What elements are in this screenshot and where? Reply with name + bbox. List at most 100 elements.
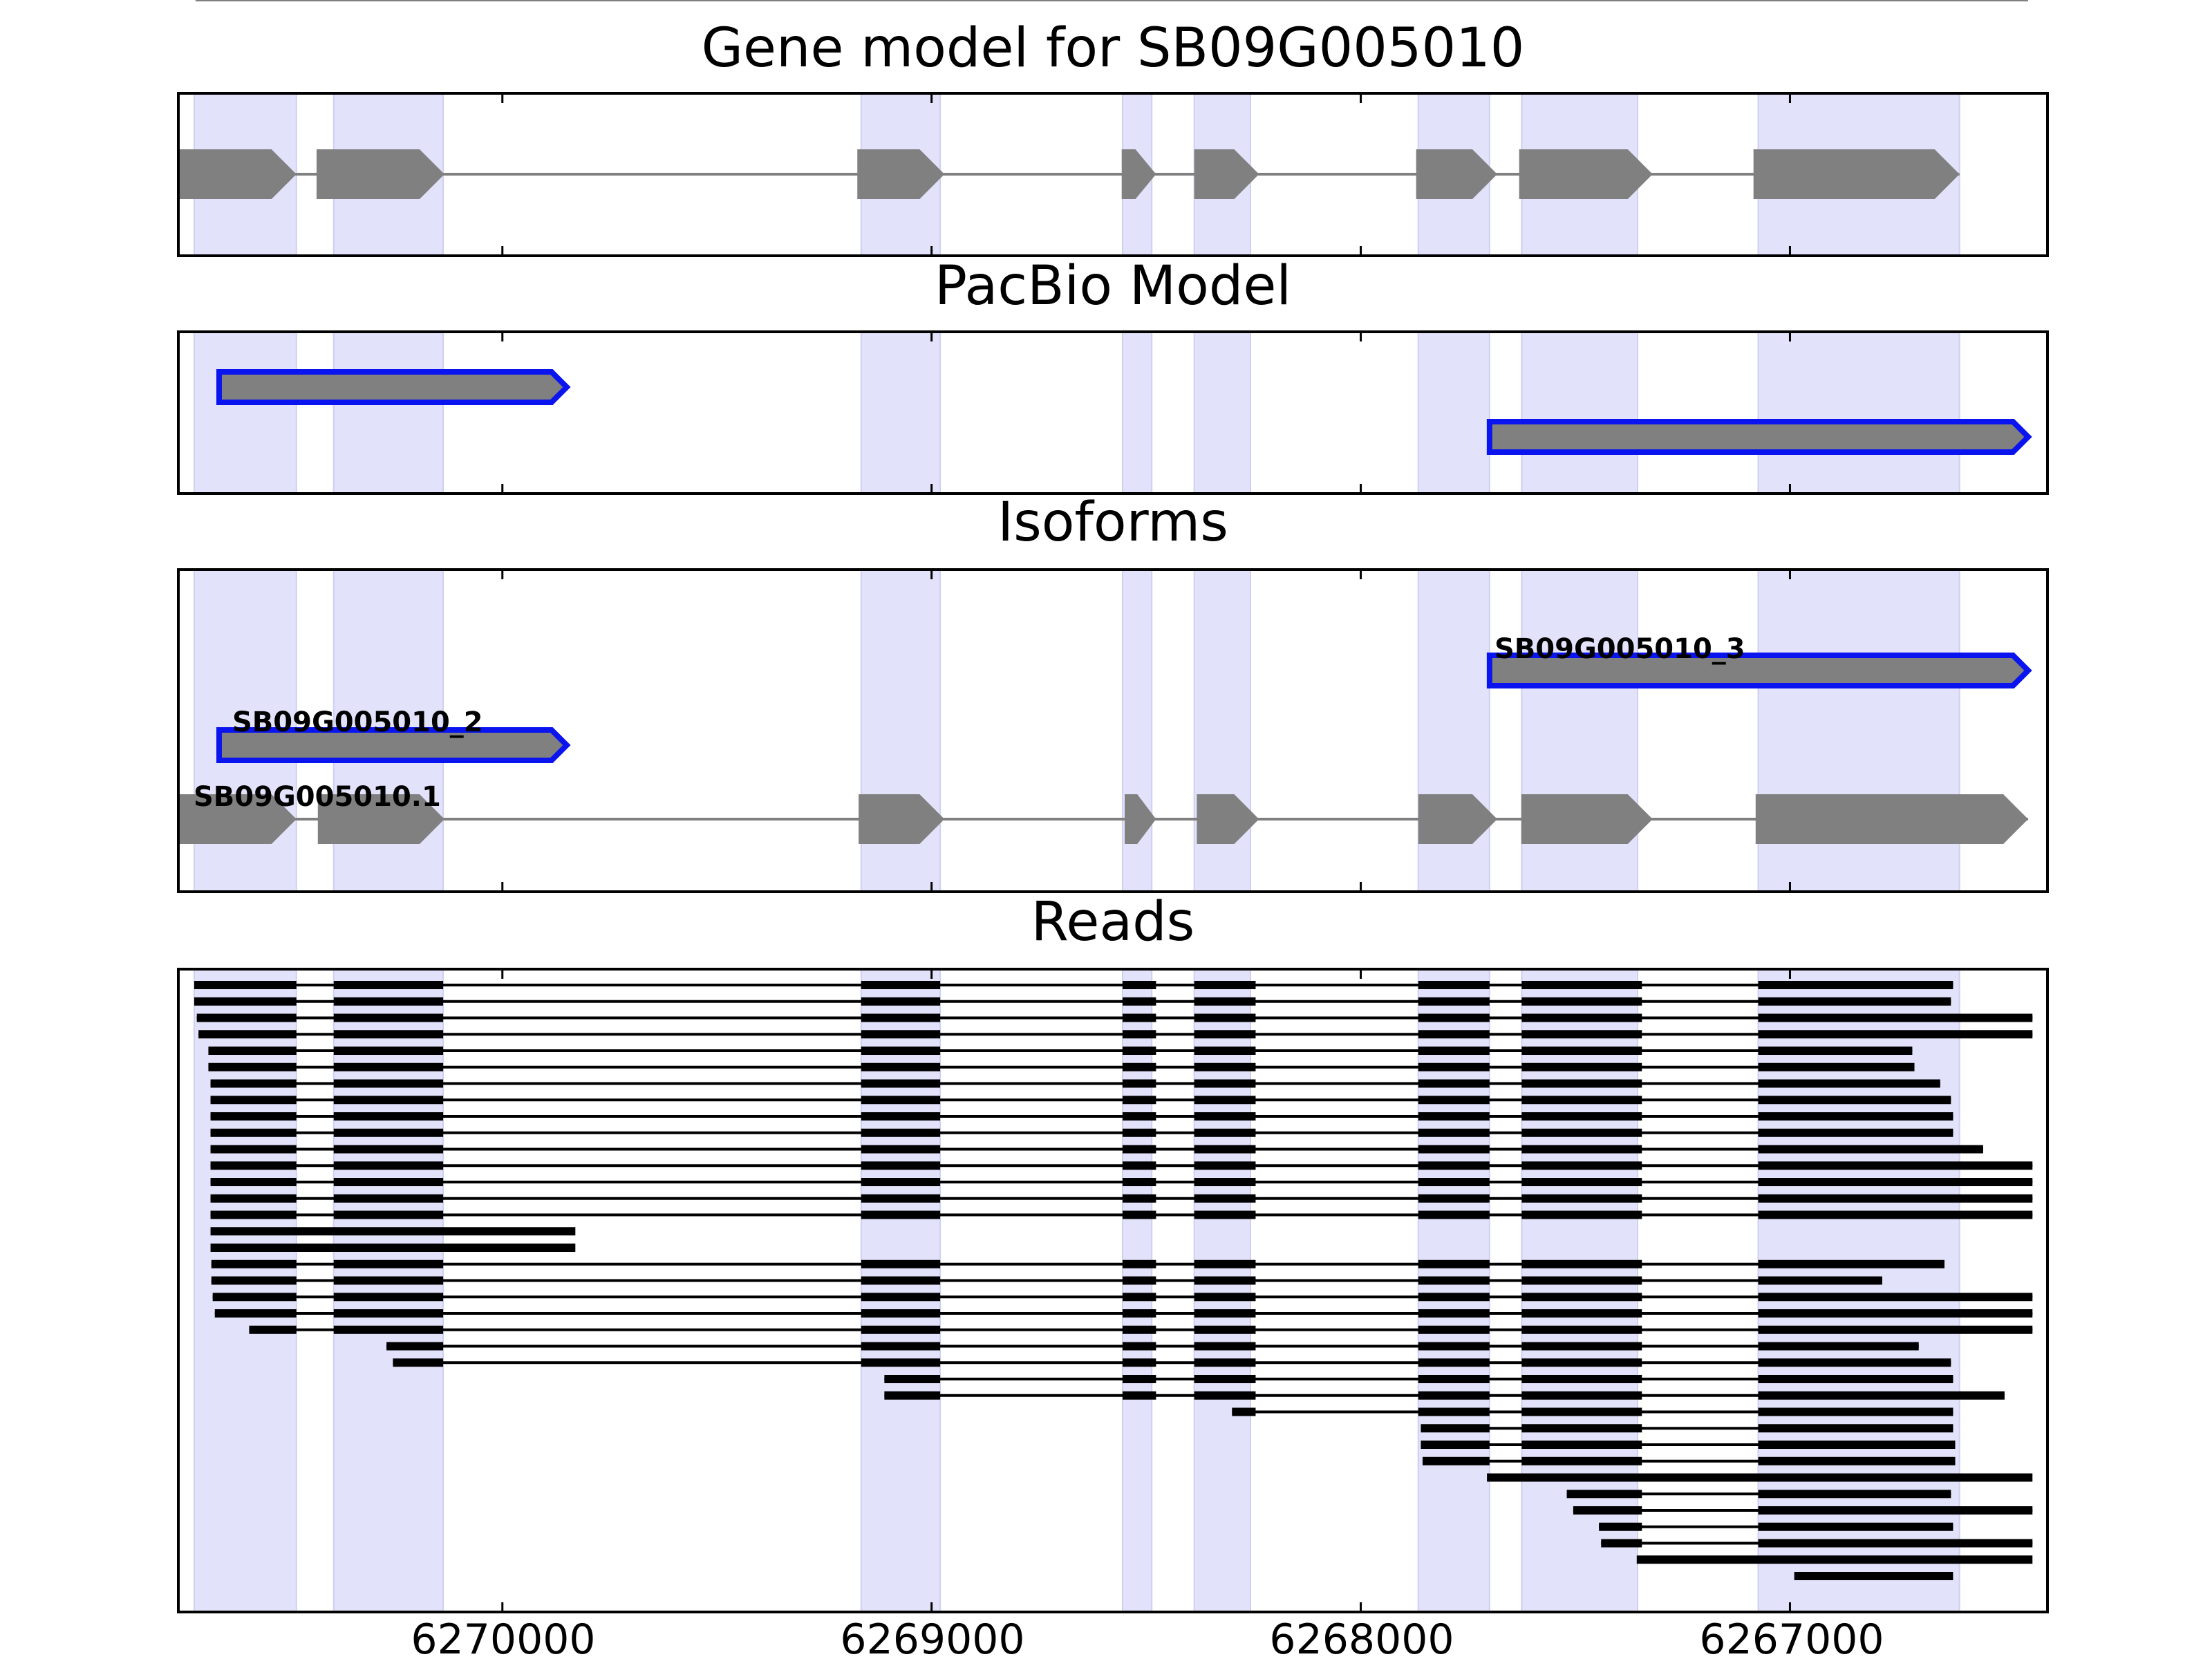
read-block [1521, 1096, 1642, 1105]
read-block [861, 1128, 941, 1137]
read-block [1758, 1047, 1913, 1055]
read-block [1521, 1128, 1642, 1137]
gene-exon [859, 794, 945, 844]
read-block [1521, 1342, 1642, 1351]
read-block [861, 1145, 941, 1154]
exon-band [860, 968, 941, 1613]
panel-frames [177, 92, 2049, 1613]
read-block [861, 1276, 941, 1285]
read-block [393, 1358, 444, 1367]
read-block [1758, 1391, 2005, 1400]
read-block [1194, 1161, 1256, 1170]
read-block [884, 1375, 941, 1383]
read-block [1194, 1391, 1256, 1400]
read-block [861, 1293, 941, 1302]
read-block [1566, 1490, 1642, 1499]
read-block [1194, 1062, 1256, 1071]
gene-exon [1416, 149, 1498, 199]
x-tick-label: 6269000 [840, 1615, 1024, 1659]
read-block [1758, 1194, 2033, 1203]
read-block [1521, 1456, 1642, 1465]
read-block [1418, 1079, 1490, 1088]
read-block [333, 997, 444, 1006]
read-block [1122, 981, 1156, 989]
read-block [1122, 1276, 1156, 1285]
read-block [1194, 1096, 1256, 1105]
panel-frame [177, 330, 2049, 495]
read-block [333, 1276, 444, 1285]
read-block [1194, 1112, 1256, 1121]
read-block [1758, 981, 1953, 989]
exon-band [193, 331, 297, 494]
read-block [211, 1276, 297, 1285]
read-block [333, 1079, 444, 1088]
read-block [1418, 1293, 1490, 1302]
read-block [333, 1293, 444, 1302]
read-block [861, 1210, 941, 1219]
read-block [333, 1259, 444, 1268]
read-block [333, 1325, 444, 1334]
read-block [1194, 1145, 1256, 1154]
read-block [1758, 1441, 1956, 1449]
isoform-label: SB09G005010_3 [1494, 633, 1745, 665]
read-block [861, 1178, 941, 1186]
read-block [210, 1194, 297, 1203]
read-block [1758, 1259, 1944, 1268]
read-block [210, 1145, 297, 1154]
read-block [1122, 1259, 1156, 1268]
read-block [861, 1309, 941, 1318]
read-block [1194, 1293, 1256, 1302]
read-block [1194, 1276, 1256, 1285]
read-block [861, 1358, 941, 1367]
read-block [1421, 1424, 1490, 1433]
read-block [210, 1178, 297, 1186]
read-block [1122, 1375, 1156, 1383]
read-block [1521, 1293, 1642, 1302]
read-block [861, 1013, 941, 1022]
read-block [333, 1178, 444, 1186]
read-block [1194, 1342, 1256, 1351]
read-block [1194, 1210, 1256, 1219]
read-block [1521, 1210, 1642, 1219]
read-block [1758, 1145, 1983, 1154]
read-block [1521, 1047, 1642, 1055]
read-block [210, 1244, 576, 1252]
read-block [861, 997, 941, 1006]
read-block [1599, 1522, 1642, 1531]
read-block [1232, 1407, 1256, 1416]
read-block [1122, 1210, 1156, 1219]
read-block [1521, 1309, 1642, 1318]
read-block [1418, 981, 1490, 989]
read-block [1122, 1194, 1156, 1203]
x-tick-label: 6267000 [1699, 1615, 1884, 1659]
read-block [249, 1325, 297, 1334]
gene-exon [317, 794, 444, 844]
read-block [198, 1030, 297, 1039]
read-block [1794, 1572, 1953, 1580]
read-block [1758, 1030, 2033, 1039]
read-block [1422, 1456, 1490, 1465]
read-block [1418, 1030, 1490, 1039]
read-block [1418, 1391, 1490, 1400]
read-block [1418, 1128, 1490, 1137]
read-block [1521, 1194, 1642, 1203]
gene-exon [1753, 149, 1960, 199]
read-block [1122, 1325, 1156, 1334]
read-block [1418, 1259, 1490, 1268]
read-block [1122, 1013, 1156, 1022]
read-block [196, 1013, 297, 1022]
read-block [1601, 1539, 1642, 1548]
read-block [333, 1161, 444, 1170]
read-block [1521, 1325, 1642, 1334]
read-block [1194, 997, 1256, 1006]
read-block [1122, 1358, 1156, 1367]
read-block [1758, 1309, 2033, 1318]
read-block [1521, 981, 1642, 989]
exon-band [1193, 331, 1251, 494]
read-block [1758, 1456, 1956, 1465]
read-block [1758, 1325, 2033, 1334]
read-block [210, 1128, 297, 1137]
read-block [1521, 1407, 1642, 1416]
read-block [1418, 1342, 1490, 1351]
read-block [1758, 1506, 2033, 1515]
